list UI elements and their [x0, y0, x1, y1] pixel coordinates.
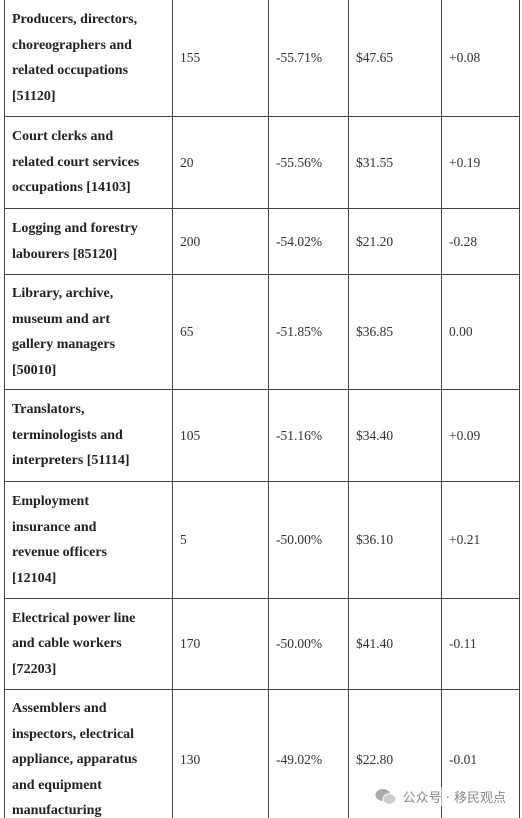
occupation-cell: Producers, directors, choreographers and r…: [4, 0, 173, 117]
value-cell: 130: [172, 689, 269, 818]
value-cell: 20: [172, 116, 269, 209]
value-cell: $47.65: [348, 0, 442, 117]
occupation-line: [51120]: [12, 88, 56, 104]
value-cell: -55.71%: [268, 0, 349, 117]
wechat-icon: [375, 788, 397, 805]
watermark-text: 公众号 · 移民观点: [402, 791, 506, 806]
occupation-line: Producers, directors,: [12, 12, 138, 27]
value-cell: +0.19: [441, 116, 520, 209]
value-cell: -0.11: [441, 598, 520, 690]
occupation-line: manufacturing: [12, 803, 102, 818]
value-cell: 105: [172, 389, 269, 482]
occupation-line: appliance, apparatus: [12, 752, 138, 767]
value-cell: -50.00%: [268, 481, 349, 599]
value-cell: $34.40: [348, 389, 442, 482]
value-cell: $21.20: [348, 208, 442, 275]
value-cell: +0.08: [441, 0, 520, 117]
occupation-line: [50010]: [12, 362, 57, 378]
value-cell: -49.02%: [268, 689, 349, 818]
occupation-line: terminologists and: [12, 427, 123, 443]
value-cell: 5: [172, 481, 269, 599]
table-row: Producers, directors, choreographers and r…: [4, 0, 520, 117]
occupation-cell: Electrical power line and cable workers [7…: [4, 598, 173, 690]
occupation-line: gallery managers: [12, 337, 116, 352]
occupation-cell: Assemblers and inspectors, electrical appl…: [4, 689, 173, 818]
occupation-line: Electrical power line: [12, 610, 136, 626]
value-cell: -54.02%: [268, 208, 349, 275]
occupation-line: Logging and forestry: [12, 221, 138, 236]
occupation-line: and equipment: [12, 777, 102, 793]
occupation-line: Library, archive,: [12, 286, 114, 301]
table-row: Library, archive, museum and art gallery m…: [4, 274, 520, 390]
occupation-cell: Library, archive, museum and art gallery m…: [4, 274, 173, 390]
occupation-line: labourers [85120]: [12, 246, 118, 262]
value-cell: 0.00: [441, 274, 520, 390]
table-row: Court clerks and related court services oc…: [4, 116, 520, 209]
occupation-line: Assemblers and: [12, 701, 107, 716]
occupation-line: related court services: [12, 154, 140, 170]
occupation-cell: Translators, terminologists and interprete…: [4, 389, 173, 482]
value-cell: 155: [172, 0, 269, 117]
value-cell: $36.10: [348, 481, 442, 599]
occupation-cell: Court clerks and related court services oc…: [4, 116, 173, 209]
value-cell: -51.85%: [268, 274, 349, 390]
occupation-line: Court clerks and: [12, 129, 114, 145]
occupation-line: Employment: [12, 494, 89, 509]
occupation-line: inspectors, electrical: [12, 726, 135, 742]
occupation-line: museum and art: [12, 311, 111, 327]
occupation-line: revenue officers: [12, 545, 107, 560]
occupation-line: [72203]: [12, 661, 57, 677]
table-row: Translators, terminologists and interprete…: [4, 389, 520, 482]
value-cell: 170: [172, 598, 269, 690]
value-cell: 65: [172, 274, 269, 390]
occupation-cell: Logging and forestry labourers [85120]: [4, 208, 173, 275]
occupation-line: interpreters [51114]: [12, 453, 130, 469]
occupation-line: occupations [14103]: [12, 180, 131, 196]
value-cell: $31.55: [348, 116, 442, 209]
value-cell: $36.85: [348, 274, 442, 390]
data-table: Producers, directors, choreographers and r…: [4, 0, 520, 818]
value-cell: $41.40: [348, 598, 442, 690]
value-cell: -50.00%: [268, 598, 349, 690]
table-row: Electrical power line and cable workers [7…: [4, 598, 520, 690]
occupation-line: Translators,: [12, 402, 85, 418]
occupation-line: insurance and: [12, 519, 97, 535]
occupation-cell: Employment insurance and revenue officers […: [4, 481, 173, 599]
watermark: 公众号 · 移民观点: [374, 787, 506, 806]
table-row: Employment insurance and revenue officers […: [4, 481, 520, 599]
occupation-line: choreographers and: [12, 37, 132, 53]
value-cell: +0.21: [441, 481, 520, 599]
value-cell: +0.09: [441, 389, 520, 482]
table-row: Logging and forestry labourers [85120] 200…: [4, 208, 520, 275]
value-cell: 200: [172, 208, 269, 275]
occupation-line: related occupations: [12, 63, 129, 78]
value-cell: -51.16%: [268, 389, 349, 482]
occupation-line: [12104]: [12, 570, 57, 586]
value-cell: -0.28: [441, 208, 520, 275]
value-cell: -55.56%: [268, 116, 349, 209]
occupation-line: and cable workers: [12, 636, 122, 652]
table-row: Assemblers and inspectors, electrical appl…: [4, 689, 520, 818]
